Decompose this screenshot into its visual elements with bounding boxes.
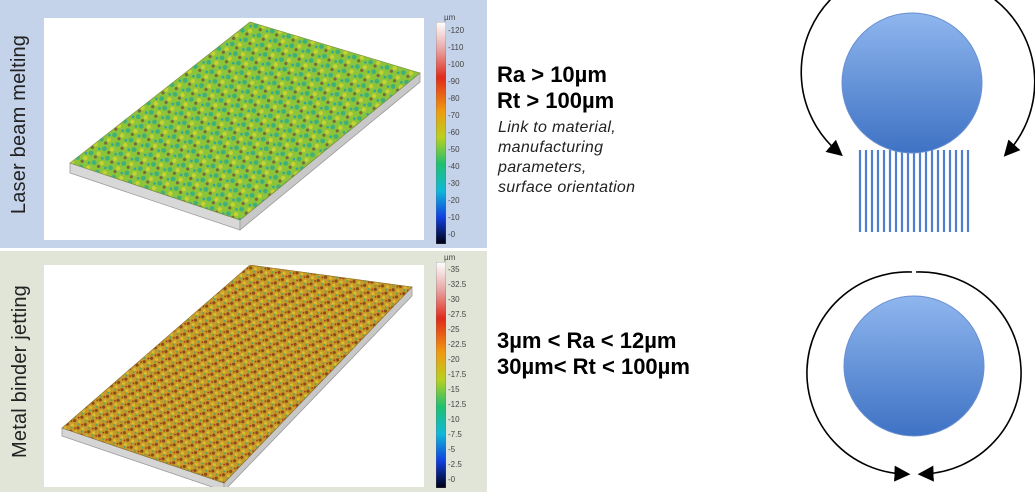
colorbar-tick-label: -32.5 [448, 281, 466, 289]
colorbar-tick-label: -60 [448, 129, 460, 137]
colorbar-tick-label: -25 [448, 326, 460, 334]
rotation-arrow-left [801, 0, 838, 152]
colorbar-tick-label: -10 [448, 416, 460, 424]
colorbar-tick-label: -12.5 [448, 401, 466, 409]
lbm-ra-metric: Ra > 10µm [497, 62, 614, 88]
colorbar-tick-label: -0 [448, 231, 455, 239]
laser-beam-melting-label: Laser beam melting [0, 0, 40, 248]
lbm-surface-plot [44, 18, 424, 240]
rotation-arrow-right [990, 0, 1035, 152]
mbj-metrics: 3µm < Ra < 12µm 30µm< Rt < 100µm [497, 328, 690, 380]
sphere-icon [842, 13, 982, 153]
colorbar-tick-label: -100 [448, 61, 464, 69]
note-line: surface orientation [498, 178, 635, 198]
colorbar-tick-label: -15 [448, 386, 460, 394]
colorbar-tick-label: -10 [448, 214, 460, 222]
colorbar-tick-label: -20 [448, 356, 460, 364]
colorbar-tick-label: -80 [448, 95, 460, 103]
colorbar-tick-label: -2.5 [448, 461, 462, 469]
mbj-particle-diagram [800, 262, 1035, 497]
colorbar-tick-label: -17.5 [448, 371, 466, 379]
colorbar-tick-label: -22.5 [448, 341, 466, 349]
colorbar-tick-label: -27.5 [448, 311, 466, 319]
colorbar-tick-label: -30 [448, 180, 460, 188]
colorbar-tick-label: -120 [448, 27, 464, 35]
colorbar-tick-label: -35 [448, 266, 460, 274]
colorbar-tick-label: -5 [448, 446, 455, 454]
lbm-note: Link to material, manufacturing paramete… [498, 118, 635, 198]
colorbar-tick-label: -0 [448, 476, 455, 484]
support-lines [860, 150, 968, 232]
mbj-ra-metric: 3µm < Ra < 12µm [497, 328, 690, 354]
note-line: parameters, [498, 158, 635, 178]
colorbar-tick-label: -40 [448, 163, 460, 171]
mbj-surface-plot [44, 265, 424, 487]
colorbar-tick-label: -90 [448, 78, 460, 86]
colorbar-tick-label: -110 [448, 44, 463, 52]
metal-binder-jetting-panel: Metal binder jetting µm [0, 251, 487, 492]
metal-binder-jetting-label: Metal binder jetting [0, 251, 40, 492]
lbm-metrics: Ra > 10µm Rt > 100µm [497, 62, 614, 114]
note-line: manufacturing [498, 138, 635, 158]
colorbar-tick-label: -7.5 [448, 431, 462, 439]
colorbar-tick-label: -30 [448, 296, 460, 304]
colorbar-tick-label: -70 [448, 112, 460, 120]
lbm-rt-metric: Rt > 100µm [497, 88, 614, 114]
laser-beam-melting-panel: Laser beam melting µm [0, 0, 487, 248]
note-line: Link to material, [498, 118, 635, 138]
sphere-icon [844, 296, 984, 436]
colorbar-tick-label: -20 [448, 197, 460, 205]
lbm-particle-diagram [800, 0, 1035, 245]
mbj-rt-metric: 30µm< Rt < 100µm [497, 354, 690, 380]
colorbar-tick-label: -50 [448, 146, 460, 154]
